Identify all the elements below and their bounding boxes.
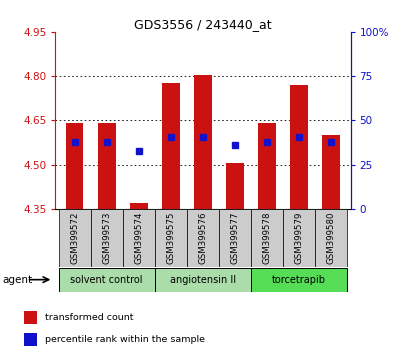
Bar (226, 163, 243, 209)
Text: GSM399579: GSM399579 (294, 212, 303, 264)
Bar (24, 311, 37, 324)
FancyBboxPatch shape (155, 209, 187, 267)
Text: GSM399575: GSM399575 (166, 212, 175, 264)
Bar (162, 84, 179, 209)
Text: transformed count: transformed count (45, 313, 133, 322)
Bar (258, 123, 275, 209)
FancyBboxPatch shape (155, 268, 250, 292)
Bar (322, 135, 339, 209)
FancyBboxPatch shape (90, 209, 122, 267)
Text: GSM399573: GSM399573 (102, 212, 111, 264)
Text: angiotensin II: angiotensin II (169, 275, 236, 285)
FancyBboxPatch shape (250, 209, 283, 267)
Title: GDS3556 / 243440_at: GDS3556 / 243440_at (134, 18, 271, 31)
Text: GSM399580: GSM399580 (326, 212, 335, 264)
Text: agent: agent (2, 275, 32, 285)
FancyBboxPatch shape (218, 209, 250, 267)
Text: GSM399577: GSM399577 (230, 212, 239, 264)
Text: GSM399578: GSM399578 (262, 212, 271, 264)
Text: percentile rank within the sample: percentile rank within the sample (45, 335, 205, 344)
FancyBboxPatch shape (122, 209, 155, 267)
Text: GSM399572: GSM399572 (70, 212, 79, 264)
Bar (24, 333, 37, 346)
FancyBboxPatch shape (58, 209, 90, 267)
Bar (130, 203, 147, 209)
Text: torcetrapib: torcetrapib (272, 275, 326, 285)
Text: solvent control: solvent control (70, 275, 143, 285)
FancyBboxPatch shape (315, 209, 346, 267)
Text: GSM399574: GSM399574 (134, 212, 143, 264)
FancyBboxPatch shape (58, 268, 155, 292)
FancyBboxPatch shape (283, 209, 315, 267)
Bar (98, 123, 115, 209)
Bar (65, 123, 83, 209)
Bar (193, 75, 211, 209)
Text: GSM399576: GSM399576 (198, 212, 207, 264)
FancyBboxPatch shape (187, 209, 218, 267)
FancyBboxPatch shape (250, 268, 346, 292)
Bar (290, 85, 307, 209)
